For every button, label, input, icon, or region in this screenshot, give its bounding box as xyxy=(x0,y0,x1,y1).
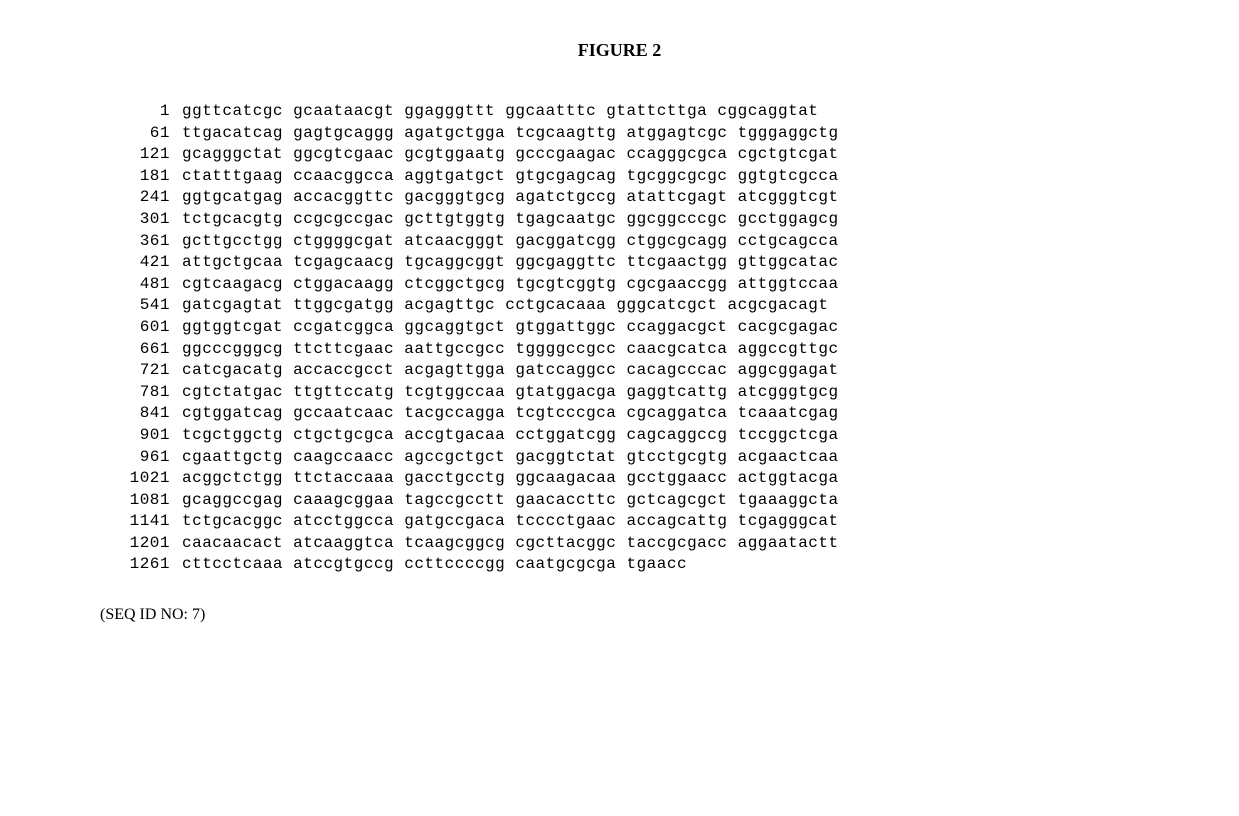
sequence-blocks: gcttgcctgg ctggggcgat atcaacgggt gacggat… xyxy=(182,231,839,253)
sequence-position: 781 xyxy=(100,382,170,404)
sequence-position: 361 xyxy=(100,231,170,253)
sequence-position: 121 xyxy=(100,144,170,166)
sequence-row: 901 tcgctggctg ctgctgcgca accgtgacaa cctg… xyxy=(100,425,1139,447)
sequence-row: 721 catcgacatg accaccgcct acgagttgga gatc… xyxy=(100,360,1139,382)
sequence-blocks: ggtgcatgag accacggttc gacgggtgcg agatctg… xyxy=(182,187,839,209)
sequence-blocks: cgtggatcag gccaatcaac tacgccagga tcgtccc… xyxy=(182,403,839,425)
sequence-blocks: caacaacact atcaaggtca tcaagcggcg cgcttac… xyxy=(182,533,839,555)
sequence-blocks: cgtcaagacg ctggacaagg ctcggctgcg tgcgtcg… xyxy=(182,274,839,296)
sequence-row: 661 ggcccgggcg ttcttcgaac aattgccgcc tggg… xyxy=(100,339,1139,361)
sequence-blocks: tctgcacgtg ccgcgccgac gcttgtggtg tgagcaa… xyxy=(182,209,839,231)
sequence-row: 961 cgaattgctg caagccaacc agccgctgct gacg… xyxy=(100,447,1139,469)
sequence-blocks: ggttcatcgc gcaataacgt ggagggttt ggcaattt… xyxy=(182,101,818,123)
sequence-row: 601 ggtggtcgat ccgatcggca ggcaggtgct gtgg… xyxy=(100,317,1139,339)
sequence-position: 1201 xyxy=(100,533,170,555)
sequence-blocks: cgaattgctg caagccaacc agccgctgct gacggtc… xyxy=(182,447,839,469)
sequence-row: 1141 tctgcacggc atcctggcca gatgccgaca tcc… xyxy=(100,511,1139,533)
sequence-position: 721 xyxy=(100,360,170,382)
sequence-position: 541 xyxy=(100,295,170,317)
sequence-blocks: gcagggctat ggcgtcgaac gcgtggaatg gcccgaa… xyxy=(182,144,839,166)
sequence-row: 61 ttgacatcag gagtgcaggg agatgctgga tcgca… xyxy=(100,123,1139,145)
sequence-row: 121 gcagggctat ggcgtcgaac gcgtggaatg gccc… xyxy=(100,144,1139,166)
sequence-row: 841 cgtggatcag gccaatcaac tacgccagga tcgt… xyxy=(100,403,1139,425)
seq-id-label: (SEQ ID NO: 7) xyxy=(100,606,1139,624)
sequence-blocks: cgtctatgac ttgttccatg tcgtggccaa gtatgga… xyxy=(182,382,839,404)
sequence-blocks: ctatttgaag ccaacggcca aggtgatgct gtgcgag… xyxy=(182,166,839,188)
sequence-blocks: catcgacatg accaccgcct acgagttgga gatccag… xyxy=(182,360,839,382)
sequence-position: 301 xyxy=(100,209,170,231)
sequence-row: 181 ctatttgaag ccaacggcca aggtgatgct gtgc… xyxy=(100,166,1139,188)
sequence-blocks: acggctctgg ttctaccaaa gacctgcctg ggcaaga… xyxy=(182,468,839,490)
sequence-position: 1081 xyxy=(100,490,170,512)
sequence-position: 841 xyxy=(100,403,170,425)
sequence-position: 241 xyxy=(100,187,170,209)
sequence-blocks: ggtggtcgat ccgatcggca ggcaggtgct gtggatt… xyxy=(182,317,839,339)
sequence-row: 301 tctgcacgtg ccgcgccgac gcttgtggtg tgag… xyxy=(100,209,1139,231)
sequence-row: 541 gatcgagtat ttggcgatgg acgagttgc cctgc… xyxy=(100,295,1139,317)
sequence-blocks: gatcgagtat ttggcgatgg acgagttgc cctgcaca… xyxy=(182,295,829,317)
sequence-position: 181 xyxy=(100,166,170,188)
sequence-position: 601 xyxy=(100,317,170,339)
sequence-position: 1141 xyxy=(100,511,170,533)
sequence-blocks: gcaggccgag caaagcggaa tagccgcctt gaacacc… xyxy=(182,490,839,512)
sequence-row: 1081 gcaggccgag caaagcggaa tagccgcctt gaa… xyxy=(100,490,1139,512)
sequence-row: 1021 acggctctgg ttctaccaaa gacctgcctg ggc… xyxy=(100,468,1139,490)
sequence-position: 1 xyxy=(100,101,170,123)
sequence-position: 61 xyxy=(100,123,170,145)
sequence-position: 481 xyxy=(100,274,170,296)
sequence-position: 1021 xyxy=(100,468,170,490)
sequence-row: 1261 cttcctcaaa atccgtgccg ccttccccgg caa… xyxy=(100,554,1139,576)
sequence-blocks: ttgacatcag gagtgcaggg agatgctgga tcgcaag… xyxy=(182,123,839,145)
sequence-blocks: tcgctggctg ctgctgcgca accgtgacaa cctggat… xyxy=(182,425,839,447)
sequence-row: 1 ggttcatcgc gcaataacgt ggagggttt ggcaatt… xyxy=(100,101,1139,123)
sequence-blocks: attgctgcaa tcgagcaacg tgcaggcggt ggcgagg… xyxy=(182,252,839,274)
sequence-blocks: tctgcacggc atcctggcca gatgccgaca tcccctg… xyxy=(182,511,839,533)
sequence-position: 1261 xyxy=(100,554,170,576)
sequence-row: 241 ggtgcatgag accacggttc gacgggtgcg agat… xyxy=(100,187,1139,209)
sequence-blocks: cttcctcaaa atccgtgccg ccttccccgg caatgcg… xyxy=(182,554,687,576)
sequence-listing: 1 ggttcatcgc gcaataacgt ggagggttt ggcaatt… xyxy=(100,101,1139,576)
sequence-row: 781 cgtctatgac ttgttccatg tcgtggccaa gtat… xyxy=(100,382,1139,404)
sequence-blocks: ggcccgggcg ttcttcgaac aattgccgcc tggggcc… xyxy=(182,339,839,361)
figure-title: FIGURE 2 xyxy=(100,40,1139,61)
sequence-row: 421 attgctgcaa tcgagcaacg tgcaggcggt ggcg… xyxy=(100,252,1139,274)
sequence-row: 1201 caacaacact atcaaggtca tcaagcggcg cgc… xyxy=(100,533,1139,555)
sequence-position: 661 xyxy=(100,339,170,361)
sequence-row: 481 cgtcaagacg ctggacaagg ctcggctgcg tgcg… xyxy=(100,274,1139,296)
sequence-position: 901 xyxy=(100,425,170,447)
sequence-position: 421 xyxy=(100,252,170,274)
sequence-row: 361 gcttgcctgg ctggggcgat atcaacgggt gacg… xyxy=(100,231,1139,253)
sequence-position: 961 xyxy=(100,447,170,469)
